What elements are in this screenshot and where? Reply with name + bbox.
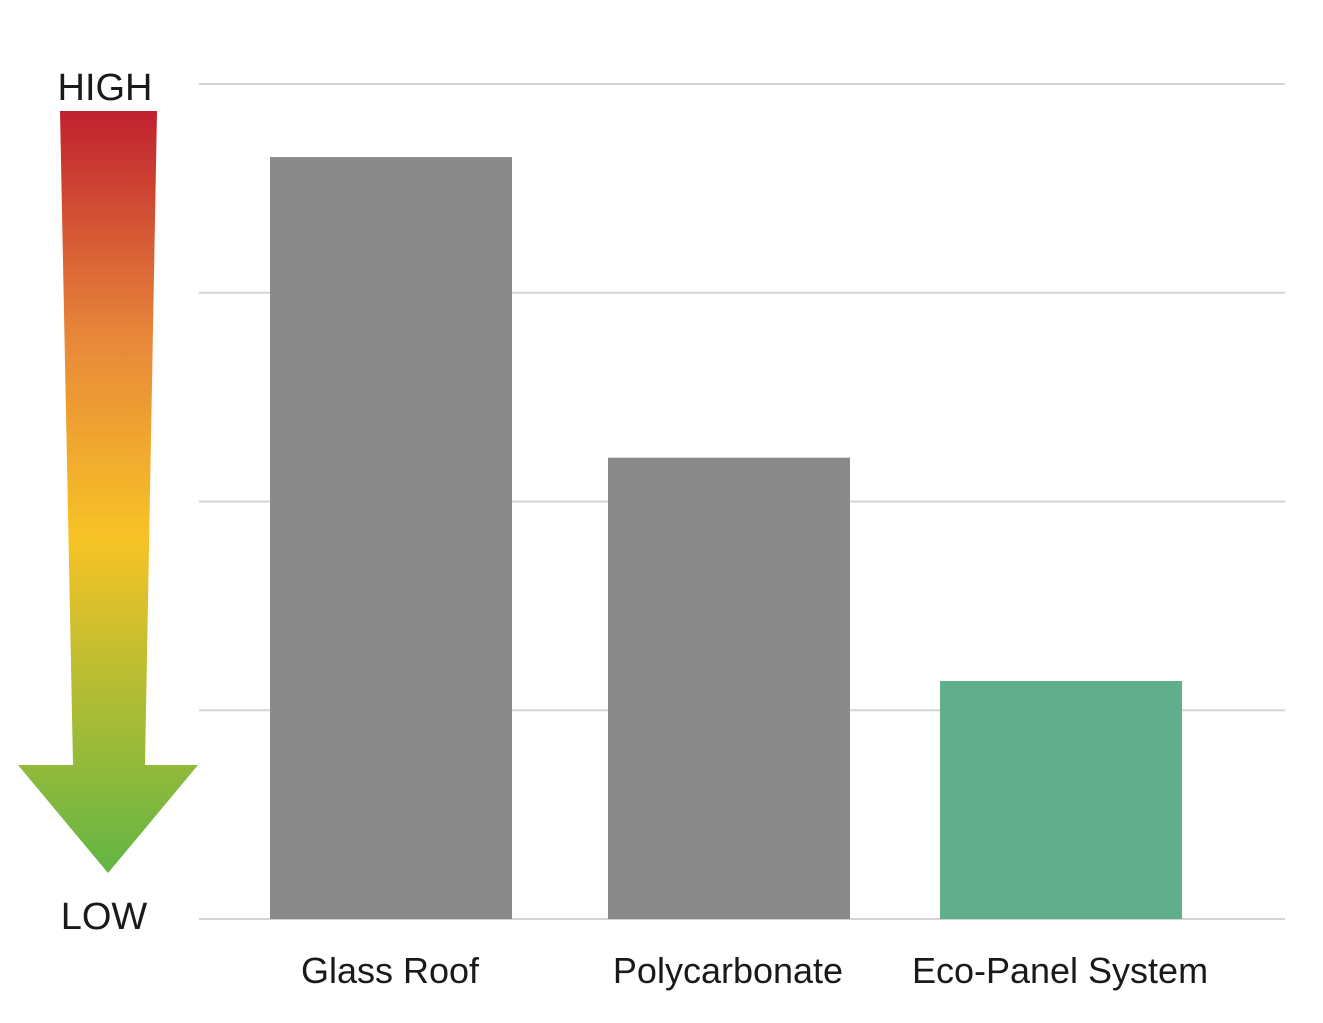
bar-glass-roof bbox=[270, 157, 512, 919]
high-to-low-arrow-icon bbox=[18, 111, 198, 873]
x-axis-labels: Glass Roof Polycarbonate Eco-Panel System bbox=[301, 950, 1208, 991]
x-tick-label: Polycarbonate bbox=[613, 950, 843, 991]
x-tick-label: Eco-Panel System bbox=[912, 950, 1208, 991]
bars bbox=[270, 157, 1182, 919]
bar-polycarbonate bbox=[608, 457, 850, 919]
high-label: HIGH bbox=[58, 67, 153, 109]
x-tick-label: Glass Roof bbox=[301, 950, 480, 991]
low-label: LOW bbox=[61, 896, 148, 938]
bar-eco-panel-system bbox=[940, 681, 1182, 919]
